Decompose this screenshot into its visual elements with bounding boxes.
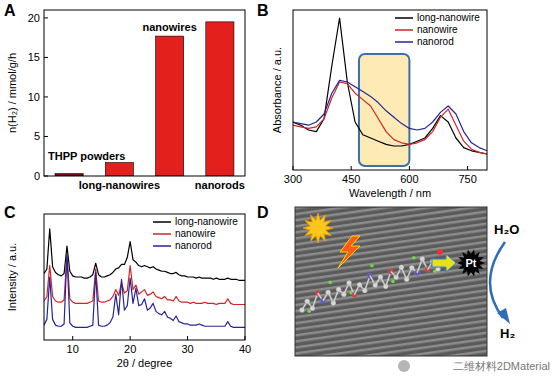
legend-label: nanorod [417, 36, 454, 47]
category-label: THPP powders [48, 150, 125, 162]
legend-label: nanowire [175, 228, 216, 239]
plot-area [293, 18, 487, 154]
x-tick-label: 600 [400, 173, 418, 185]
y-tick-label: 10 [28, 91, 40, 103]
x-tick-label: 300 [284, 173, 302, 185]
series-line [44, 229, 245, 281]
x-tick [293, 166, 294, 170]
y-axis-label: n(H₂) / mmol/g/h [6, 53, 18, 133]
legend-swatch [153, 233, 171, 235]
legend-swatch [153, 245, 171, 247]
atom [391, 280, 395, 284]
bar [206, 22, 234, 176]
y-tick [44, 17, 48, 18]
plot-area [44, 229, 245, 328]
x-tick-label: 450 [342, 173, 360, 185]
y-tick [44, 57, 48, 58]
catalyst-label: Pt [466, 257, 477, 269]
series-line [293, 80, 487, 150]
atom [370, 264, 374, 268]
x-tick [467, 166, 468, 170]
electron [437, 249, 443, 255]
y-tick-label: 15 [28, 51, 40, 63]
x-tick [409, 166, 410, 170]
x-axis-label: 2θ / degree [117, 357, 173, 369]
category-label: nanowires [142, 21, 196, 33]
bar [105, 163, 133, 176]
sun-icon [303, 213, 333, 243]
transfer-arrow [432, 254, 456, 272]
watermark: 二维材料2DMaterial [453, 360, 550, 372]
legend-swatch [395, 41, 413, 43]
legend-label: long-nanowire [417, 12, 480, 23]
x-tick-label: 20 [124, 343, 136, 355]
x-tick-label: 40 [239, 343, 251, 355]
series-line [293, 18, 487, 154]
y-tick [44, 136, 48, 137]
panel-label: B [257, 2, 269, 19]
series-line [44, 254, 245, 327]
atom [412, 256, 416, 260]
plot-frame [293, 10, 487, 170]
highlight-box [359, 54, 409, 166]
x-tick [351, 166, 352, 170]
x-tick-label: 10 [67, 343, 79, 355]
legend-swatch [153, 221, 171, 223]
y-tick-label: 5 [34, 130, 40, 142]
y-axis-label: Absorbance / a.u. [271, 47, 283, 133]
series-line [44, 254, 245, 304]
y-tick [44, 176, 48, 177]
product-label: H₂ [500, 326, 515, 341]
watermark-icon [398, 360, 410, 372]
legend-swatch [395, 17, 413, 19]
x-tick [187, 336, 188, 340]
legend-label: long-nanowire [175, 216, 238, 227]
figure: A 0 5 10 15 20 n(H₂) / mmol/g/h THPP powders lon… [0, 0, 555, 378]
plot-frame [44, 214, 245, 340]
panel-label: D [257, 204, 269, 221]
atom [328, 281, 332, 285]
x-axis-label: Wavelength / nm [349, 187, 431, 199]
x-tick-label: 30 [181, 343, 193, 355]
x-tick-label: 750 [458, 173, 476, 185]
panel-label: C [4, 204, 16, 221]
reactant-label: H₂O [494, 222, 519, 237]
y-axis-label: Intensity / a.u. [6, 243, 18, 311]
tem-image [295, 207, 487, 356]
pt-particle [457, 249, 485, 276]
y-tick-label: 0 [34, 170, 40, 182]
reaction-arrowhead [497, 308, 510, 324]
x-tick [245, 336, 246, 340]
legend-label: nanorod [175, 240, 212, 251]
y-tick [44, 96, 48, 97]
x-tick [130, 336, 131, 340]
legend-swatch [395, 29, 413, 31]
x-tick [72, 336, 73, 340]
category-label: long-nanowires [79, 179, 160, 191]
panel-label: A [4, 2, 16, 19]
bar [156, 36, 184, 176]
lightning-icon [338, 236, 360, 268]
plot-frame [44, 10, 245, 176]
reaction-arrow [490, 242, 505, 318]
legend-label: nanowire [417, 24, 458, 35]
category-label: nanorods [195, 179, 245, 191]
y-tick-label: 20 [28, 12, 40, 24]
